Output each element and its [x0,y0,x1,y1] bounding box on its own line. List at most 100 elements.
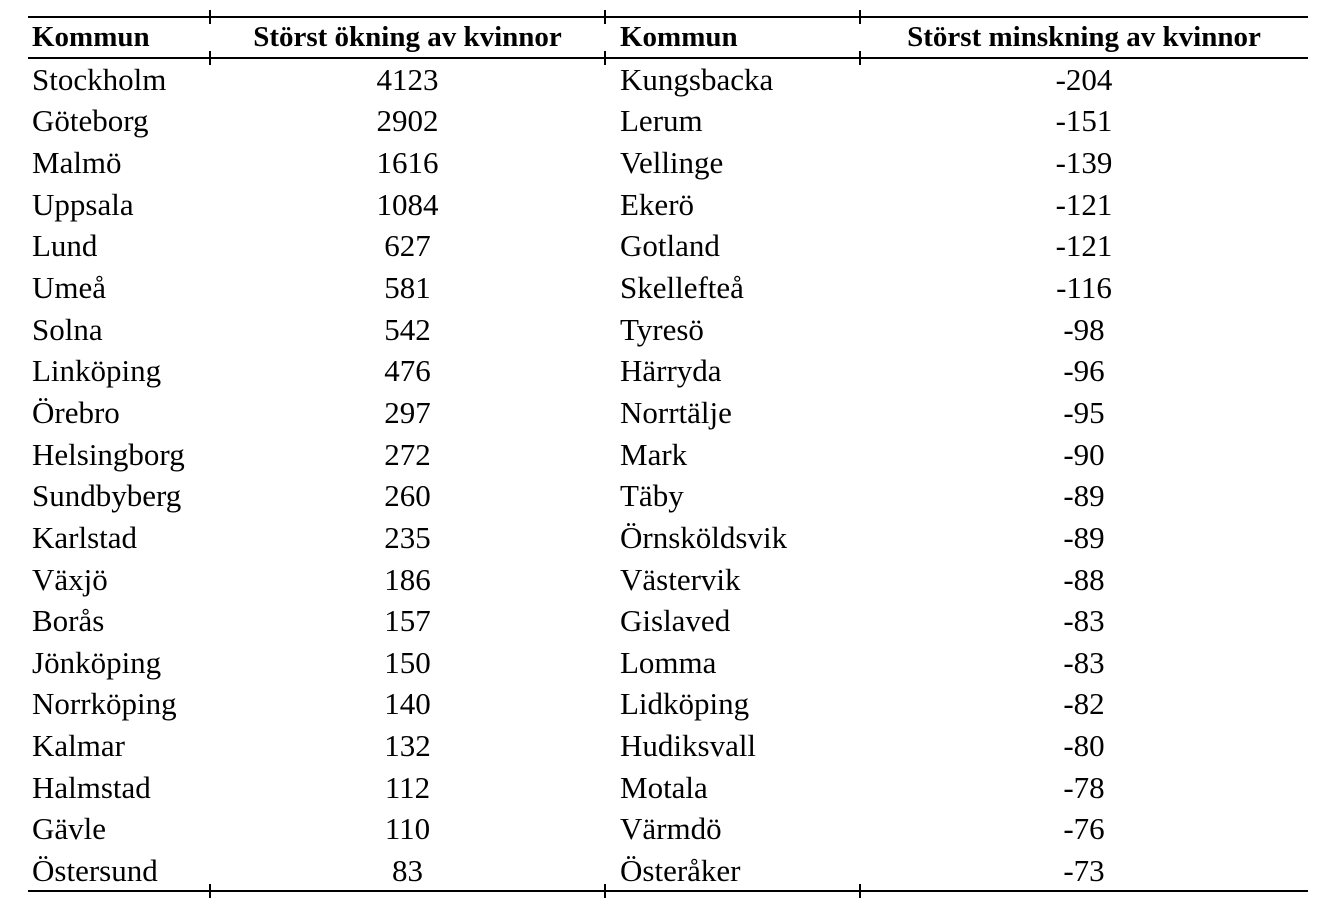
kommun-name-cell: Norrköping [32,686,177,722]
table-row: Helsingborg 272 Mark -90 [28,432,1308,474]
kommun-name-cell: Gotland [620,228,720,264]
kommun-name-cell: Motala [620,769,708,805]
okning-value-cell: 186 [384,561,431,597]
okning-value-cell: 110 [384,811,431,847]
table-row: Umeå 581 Skellefteå -116 [28,265,1308,307]
column-divider-tick [604,51,606,65]
kommun-name-cell: Hudiksvall [620,728,757,764]
kommun-name-cell: Helsingborg [32,436,185,472]
kommun-name-cell: Karlstad [32,519,138,555]
table-row: Östersund 83 Österåker -73 [28,848,1308,890]
kommun-name-cell: Gävle [32,811,107,847]
kommun-name-cell: Kungsbacka [620,61,774,97]
kommun-name-cell: Lomma [620,644,717,680]
table-row: Malmö 1616 Vellinge -139 [28,140,1308,182]
okning-value-cell: 2902 [376,103,439,139]
table-row: Jönköping 150 Lomma -83 [28,640,1308,682]
kommun-statistics-table: Kommun Störst ökning av kvinnor Kommun S… [28,17,1308,890]
okning-value-cell: 112 [384,769,431,805]
kommun-name-cell: Tyresö [620,311,704,347]
kommun-name-cell: Norrtälje [620,394,732,430]
kommun-name-cell: Härryda [620,353,722,389]
minskning-value-cell: -83 [1063,603,1105,639]
table-row: Gävle 110 Värmdö -76 [28,807,1308,849]
kommun-name-cell: Mark [620,436,688,472]
kommun-name-cell: Gislaved [620,603,731,639]
okning-value-cell: 132 [384,728,431,764]
kommun-name-cell: Örnsköldsvik [620,519,788,555]
kommun-name-cell: Örebro [32,394,120,430]
column-divider-tick [209,884,211,898]
minskning-value-cell: -73 [1063,852,1105,888]
kommun-name-cell: Lidköping [620,686,750,722]
minskning-value-cell: -96 [1063,353,1105,389]
column-divider-tick [604,10,606,24]
okning-value-cell: 140 [384,686,431,722]
okning-value-cell: 1616 [376,145,439,181]
minskning-value-cell: -121 [1055,186,1113,222]
kommun-name-cell: Ekerö [620,186,695,222]
table-row: Norrköping 140 Lidköping -82 [28,682,1308,724]
minskning-value-cell: -95 [1063,394,1105,430]
minskning-value-cell: -204 [1055,61,1113,97]
table-row: Linköping 476 Härryda -96 [28,348,1308,390]
table-header-border [28,57,1308,59]
table-row: Kalmar 132 Hudiksvall -80 [28,723,1308,765]
minskning-value-cell: -121 [1055,228,1113,264]
table-row: Karlstad 235 Örnsköldsvik -89 [28,515,1308,557]
kommun-name-cell: Umeå [32,270,107,306]
kommun-name-cell: Malmö [32,145,122,181]
header-storst-okning: Störst ökning av kvinnor [253,20,562,53]
kommun-name-cell: Österåker [620,852,741,888]
okning-value-cell: 542 [384,311,431,347]
table-row: Växjö 186 Västervik -88 [28,557,1308,599]
kommun-name-cell: Uppsala [32,186,134,222]
okning-value-cell: 627 [384,228,431,264]
kommun-name-cell: Stockholm [32,61,167,97]
minskning-value-cell: -139 [1055,145,1113,181]
kommun-name-cell: Linköping [32,353,162,389]
table-bottom-border [28,890,1308,892]
table-row: Solna 542 Tyresö -98 [28,307,1308,349]
kommun-name-cell: Västervik [620,561,741,597]
minskning-value-cell: -116 [1056,270,1112,306]
minskning-value-cell: -98 [1063,311,1105,347]
header-storst-minskning: Störst minskning av kvinnor [907,20,1261,53]
kommun-name-cell: Solna [32,311,103,347]
column-divider-tick [604,884,606,898]
minskning-value-cell: -151 [1055,103,1113,139]
minskning-value-cell: -83 [1063,644,1105,680]
minskning-value-cell: -76 [1063,811,1105,847]
table-row: Örebro 297 Norrtälje -95 [28,390,1308,432]
minskning-value-cell: -80 [1063,728,1105,764]
column-divider-tick [859,51,861,65]
minskning-value-cell: -90 [1063,436,1105,472]
kommun-name-cell: Vellinge [620,145,724,181]
header-kommun-increase: Kommun [32,20,150,53]
kommun-name-cell: Halmstad [32,769,151,805]
kommun-name-cell: Skellefteå [620,270,744,306]
table-header-row: Kommun Störst ökning av kvinnor Kommun S… [28,17,1308,57]
kommun-name-cell: Lerum [620,103,703,139]
okning-value-cell: 4123 [376,61,439,97]
okning-value-cell: 272 [384,436,431,472]
column-divider-tick [209,10,211,24]
column-divider-tick [859,10,861,24]
kommun-name-cell: Borås [32,603,105,639]
table-row: Uppsala 1084 Ekerö -121 [28,182,1308,224]
table-top-border [28,16,1308,18]
okning-value-cell: 235 [384,519,431,555]
okning-value-cell: 476 [384,353,431,389]
table-body: Stockholm 4123 Kungsbacka -204 Göteborg 2902 L… [28,57,1308,890]
table-row: Göteborg 2902 Lerum -151 [28,99,1308,141]
okning-value-cell: 1084 [376,186,439,222]
header-kommun-decrease: Kommun [620,20,738,53]
minskning-value-cell: -82 [1063,686,1105,722]
column-divider-tick [209,51,211,65]
okning-value-cell: 83 [392,852,423,888]
kommun-name-cell: Täby [620,478,684,514]
minskning-value-cell: -89 [1063,519,1105,555]
okning-value-cell: 297 [384,394,431,430]
kommun-name-cell: Kalmar [32,728,125,764]
kommun-name-cell: Göteborg [32,103,149,139]
